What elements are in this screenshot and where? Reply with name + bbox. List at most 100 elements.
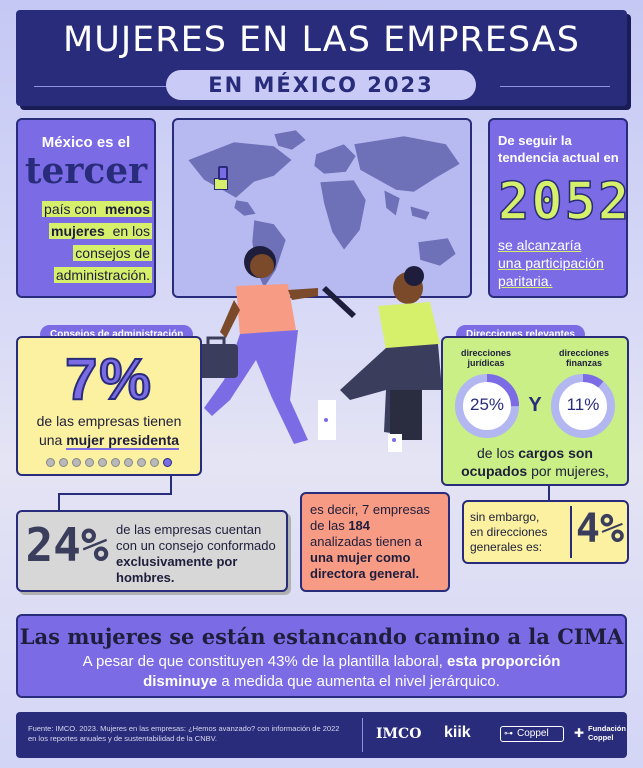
direcciones-left-label: direcciones jurídicas — [460, 348, 512, 368]
generales-t2: en direcciones — [470, 525, 548, 539]
ring-right — [551, 374, 615, 438]
consejos-t3: mujer presidenta — [66, 432, 180, 450]
direcciones-conj: Y — [528, 394, 542, 416]
generales-percent: 4% — [575, 506, 625, 552]
briefcase-icon — [194, 344, 238, 378]
women-illustration — [194, 246, 442, 452]
generales-divider — [570, 506, 572, 558]
connector — [58, 493, 172, 495]
direcciones-t1: de los — [477, 445, 519, 461]
progress-dot — [85, 458, 94, 467]
exclusive-percent: 24% — [25, 518, 109, 572]
directora-t1: es decir, — [310, 502, 363, 517]
directora-t5: analizadas tienen a — [310, 534, 423, 549]
directora-t3: de las — [310, 518, 349, 533]
fundacion-b: Coppel — [588, 733, 614, 742]
generales-t1: sin embargo, — [470, 510, 540, 524]
generales-t3: generales es: — [470, 540, 543, 554]
mexico-card: México es el tercer país con menos mujer… — [16, 118, 156, 298]
progress-dot — [98, 458, 107, 467]
footer-source1: Fuente: IMCO. 2023. Mujeres en las empre… — [28, 724, 340, 733]
progress-dot — [124, 458, 133, 467]
footer-source: Fuente: IMCO. 2023. Mujeres en las empre… — [28, 724, 368, 744]
cima-t4: a medida que aumenta el nivel jerárquico… — [217, 673, 500, 690]
consejos-card: 7% de las empresas tienen una mujer pres… — [16, 336, 202, 476]
trend-t1: se alcanzaría — [498, 237, 582, 253]
cima-t2: esta proporción — [447, 653, 561, 670]
exclusive-card: 24% de las empresas cuentan con un conse… — [16, 510, 288, 592]
connector — [58, 493, 60, 511]
page-title: MUJERES EN LAS EMPRESAS — [63, 20, 580, 60]
direcciones-t2: cargos son — [518, 445, 593, 461]
laptop-icon — [322, 286, 356, 318]
mexico-line1: México es el — [41, 134, 131, 151]
progress-dot — [111, 458, 120, 467]
mexico-t6: administración. — [53, 267, 152, 283]
direcciones-card: direcciones jurídicas direcciones finanz… — [441, 336, 629, 486]
ring-right-fill — [551, 374, 615, 438]
world-map-card — [172, 118, 472, 298]
subtitle-pill: EN MÉXICO 2023 — [166, 70, 476, 100]
kiik-logo: kiik — [444, 724, 471, 741]
trend-t3: paritaria. — [498, 273, 553, 289]
cima-t3: disminuye — [143, 673, 218, 690]
title-banner: MUJERES EN LAS EMPRESAS EN MÉXICO 2023 — [16, 10, 627, 106]
exclusive-t1: de las empresas cuentan — [116, 522, 262, 537]
footer-divider — [362, 718, 363, 752]
directora-card: es decir, 7 empresas de las 184 analizad… — [300, 492, 450, 592]
trend-t2: una participación — [498, 255, 604, 271]
title-rule-left — [34, 86, 174, 87]
connector — [548, 486, 550, 502]
consejos-t1: de las empresas tienen — [36, 413, 182, 429]
map-pin-icon — [218, 166, 228, 180]
mexico-t1: país con — [42, 201, 103, 217]
trend-lead: De seguir la tendencia actual en — [498, 133, 619, 165]
progress-dot — [46, 458, 55, 467]
fundacion-icon: ✚ — [574, 726, 585, 740]
directora-text: es decir, 7 empresas de las 184 analizad… — [310, 502, 446, 582]
directora-t7: directora general. — [310, 566, 420, 581]
consejos-t2: una — [38, 432, 67, 448]
trend-card: De seguir la tendencia actual en 2052 se… — [488, 118, 632, 298]
directora-t2: 7 empresas — [362, 502, 430, 517]
progress-dot — [72, 458, 81, 467]
trend-year: 2052 — [497, 171, 632, 233]
consejos-percent: 7% — [64, 346, 153, 413]
footer-source2: en los reportes anuales y de sustentabil… — [28, 734, 218, 743]
coppel-key-icon: ⊶ — [504, 728, 513, 738]
direcciones-text: de los cargos son ocupados por mujeres, — [447, 444, 623, 480]
cima-text: A pesar de que constituyen 43% de la pla… — [28, 652, 615, 692]
cima-headline: Las mujeres se están estancando camino a… — [19, 624, 624, 649]
exclusive-t2: con un consejo conformado — [116, 538, 276, 553]
direcciones-right-label: direcciones finanzas — [558, 348, 610, 368]
cima-t1: A pesar de que constituyen 43% de la pla… — [82, 653, 448, 670]
ring-left-fill — [455, 374, 519, 438]
footer: Fuente: IMCO. 2023. Mujeres en las empre… — [16, 712, 627, 758]
mexico-t4: en los — [106, 223, 152, 239]
mexico-big-word: tercer — [24, 150, 148, 192]
mexico-t3: mujeres — [49, 223, 107, 239]
title-rule-right — [500, 86, 610, 87]
coppel-logo-text: Coppel — [517, 728, 549, 739]
direcciones-t4: por mujeres, — [527, 463, 609, 479]
cima-banner: Las mujeres se están estancando camino a… — [16, 614, 627, 698]
fundacion-text: Fundación Coppel — [588, 724, 626, 742]
mexico-t5: consejos de — [73, 245, 152, 261]
coppel-logo: ⊶ Coppel — [500, 726, 564, 742]
directora-t6: una mujer como — [310, 550, 411, 565]
consejos-text: de las empresas tienen una mujer preside… — [18, 412, 200, 450]
progress-dot — [150, 458, 159, 467]
directora-t4: 184 — [348, 518, 371, 533]
direcciones-t3: ocupados — [461, 463, 528, 479]
fundacion-a: Fundación — [588, 724, 626, 733]
generales-text: sin embargo, en direcciones generales es… — [470, 510, 574, 555]
exclusive-text: de las empresas cuentan con un consejo c… — [116, 522, 286, 586]
connector — [170, 476, 172, 494]
exclusive-t3: exclusivamente por — [116, 554, 238, 569]
mexico-t2: menos — [102, 201, 152, 217]
consejos-dots — [46, 454, 176, 472]
ring-left — [455, 374, 519, 438]
direcciones-left-value: 25% — [469, 395, 505, 414]
progress-dot — [137, 458, 146, 467]
mexico-text: país con menos mujeres en los consejos d… — [24, 198, 152, 286]
